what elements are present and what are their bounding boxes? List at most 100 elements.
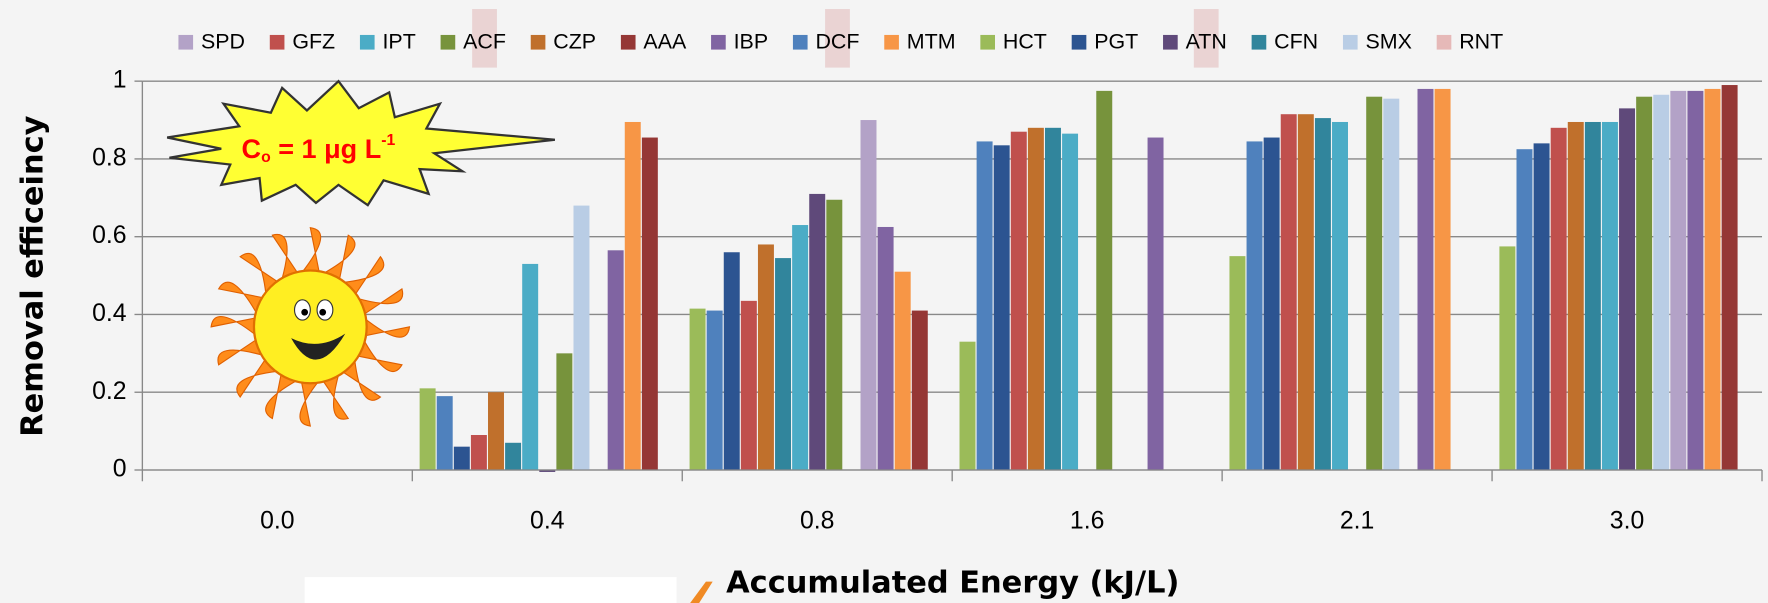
- bar: [1551, 128, 1567, 470]
- legend-label: IBP: [734, 29, 769, 53]
- legend-swatch: [531, 35, 546, 50]
- bar: [1096, 91, 1112, 470]
- y-tick-label: 0: [113, 456, 127, 483]
- bar: [573, 206, 589, 470]
- bar: [707, 311, 723, 470]
- legend-swatch: [1163, 35, 1178, 50]
- bar: [1229, 256, 1245, 470]
- legend-swatch: [621, 35, 636, 50]
- bar: [556, 353, 572, 470]
- bar: [488, 392, 504, 470]
- annotation-sub: o: [261, 149, 271, 166]
- legend-label: RNT: [1459, 29, 1503, 53]
- bar: [809, 194, 825, 470]
- legend-label: DCF: [815, 29, 859, 53]
- bar: [1298, 114, 1314, 470]
- bar: [1062, 134, 1078, 470]
- bar: [1516, 149, 1532, 470]
- legend-swatch: [360, 35, 375, 50]
- legend-label: SMX: [1365, 29, 1411, 53]
- sun-pupil: [319, 309, 326, 316]
- bar: [1028, 128, 1044, 470]
- y-tick-label: 0.6: [92, 222, 126, 249]
- bar: [1281, 114, 1297, 470]
- legend-label: AAA: [643, 29, 687, 53]
- legend-label: SPD: [201, 29, 245, 53]
- bar: [1247, 141, 1263, 470]
- bar: [1534, 143, 1550, 470]
- bar: [437, 396, 453, 470]
- bar: [1653, 95, 1669, 470]
- legend-swatch: [178, 35, 193, 50]
- bar: [1148, 138, 1164, 470]
- annotation-c: C: [242, 134, 262, 164]
- legend-label: HCT: [1003, 29, 1047, 53]
- y-axis-title: Removal efficeincy: [16, 115, 51, 436]
- legend-swatch: [793, 35, 808, 50]
- bar: [792, 225, 808, 470]
- bar: [861, 120, 877, 470]
- bar: [1722, 85, 1738, 470]
- bar: [826, 200, 842, 470]
- legend-label: ATN: [1186, 29, 1227, 53]
- legend-label: CZP: [553, 29, 596, 53]
- bar: [1619, 108, 1635, 470]
- bar: [1705, 89, 1721, 470]
- bar: [758, 244, 774, 470]
- bar: [1011, 132, 1027, 470]
- bar: [420, 388, 436, 470]
- x-tick-label: 0.4: [530, 507, 565, 534]
- bar: [690, 309, 706, 470]
- chart: 00.20.40.60.810.00.40.81.62.13.0 SPDGFZI…: [0, 0, 1768, 603]
- bar: [1435, 89, 1451, 470]
- annotation-main: = 1 μg L: [271, 134, 382, 164]
- x-axis-title: Accumulated Energy (kJ/L): [726, 565, 1179, 600]
- legend-swatch: [1343, 35, 1358, 50]
- bar: [608, 250, 624, 470]
- bar: [454, 447, 470, 470]
- legend-swatch: [270, 35, 285, 50]
- bar: [724, 252, 740, 470]
- legend-label: ACF: [463, 29, 506, 53]
- legend-swatch: [980, 35, 995, 50]
- bar: [1568, 122, 1584, 470]
- bar: [1332, 122, 1348, 470]
- bar: [471, 435, 487, 470]
- x-tick-label: 2.1: [1340, 507, 1374, 534]
- bar: [642, 138, 658, 470]
- footer-panel: [305, 577, 677, 603]
- bar: [895, 272, 911, 470]
- legend-swatch: [1437, 35, 1452, 50]
- bar: [878, 227, 894, 470]
- bar: [775, 258, 791, 470]
- annotation-sup: -1: [381, 132, 395, 149]
- bar: [522, 264, 538, 470]
- bar: [1585, 122, 1601, 470]
- legend-label: CFN: [1274, 29, 1318, 53]
- legend-swatch: [884, 35, 899, 50]
- bar: [1264, 138, 1280, 470]
- bar: [1602, 122, 1618, 470]
- x-tick-label: 0.0: [260, 507, 294, 534]
- legend-swatch: [1252, 35, 1267, 50]
- sun-pupil: [301, 309, 308, 316]
- legend-label: IPT: [382, 29, 415, 53]
- x-tick-label: 0.8: [800, 507, 834, 534]
- legend-swatch: [1072, 35, 1087, 50]
- bar: [1417, 89, 1433, 470]
- bar: [625, 122, 641, 470]
- legend-swatch: [711, 35, 726, 50]
- bar: [960, 342, 976, 470]
- bar: [1670, 91, 1686, 470]
- y-tick-label: 0.2: [92, 378, 126, 405]
- bar: [1499, 246, 1515, 470]
- legend-label: GFZ: [292, 29, 335, 53]
- bar: [994, 145, 1010, 470]
- bar: [1366, 97, 1382, 470]
- sun-face: [254, 271, 367, 384]
- bar: [1636, 97, 1652, 470]
- bar: [1315, 118, 1331, 470]
- y-tick-label: 0.8: [92, 144, 126, 171]
- bar: [912, 311, 928, 470]
- y-tick-label: 1: [113, 67, 127, 94]
